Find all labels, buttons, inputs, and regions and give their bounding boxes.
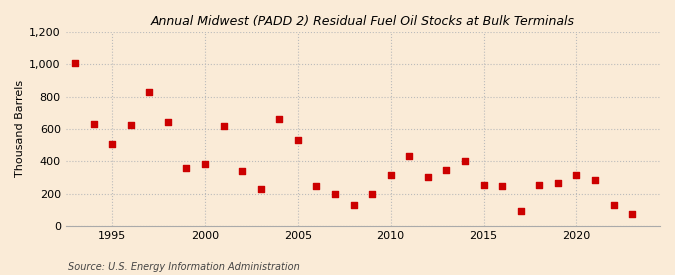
Text: Source: U.S. Energy Information Administration: Source: U.S. Energy Information Administ… [68,262,299,272]
Point [88,122,99,126]
Point [441,168,452,172]
Point [534,183,545,187]
Point [181,166,192,170]
Point [348,203,359,207]
Point [589,178,600,182]
Point [515,209,526,214]
Point [478,183,489,188]
Point [497,184,508,188]
Point [404,153,414,158]
Title: Annual Midwest (PADD 2) Residual Fuel Oil Stocks at Bulk Terminals: Annual Midwest (PADD 2) Residual Fuel Oi… [151,15,575,28]
Point [571,173,582,177]
Point [200,161,211,166]
Point [608,203,619,207]
Point [329,191,340,196]
Point [126,123,136,127]
Point [163,119,173,124]
Point [107,142,117,147]
Point [218,124,229,129]
Point [237,169,248,173]
Y-axis label: Thousand Barrels: Thousand Barrels [15,80,25,177]
Point [627,211,638,216]
Point [274,117,285,122]
Point [460,159,470,163]
Point [423,175,433,180]
Point [311,184,322,188]
Point [144,90,155,94]
Point [367,192,377,197]
Point [255,186,266,191]
Point [552,181,563,185]
Point [292,138,303,142]
Point [70,60,80,65]
Point [385,173,396,177]
